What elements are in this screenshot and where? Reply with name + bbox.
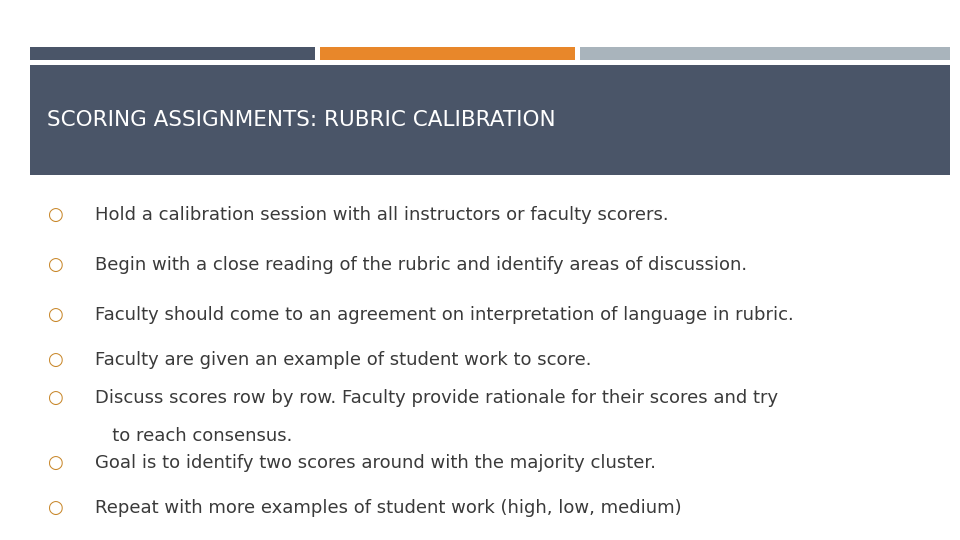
Text: ○: ○ xyxy=(47,306,62,324)
Text: ○: ○ xyxy=(47,499,62,517)
FancyBboxPatch shape xyxy=(30,65,950,175)
Text: Repeat with more examples of student work (high, low, medium): Repeat with more examples of student wor… xyxy=(95,499,682,517)
FancyBboxPatch shape xyxy=(30,47,315,60)
FancyBboxPatch shape xyxy=(580,47,950,60)
Text: ○: ○ xyxy=(47,389,62,407)
Text: ○: ○ xyxy=(47,454,62,472)
Text: Hold a calibration session with all instructors or faculty scorers.: Hold a calibration session with all inst… xyxy=(95,206,668,224)
Text: Faculty should come to an agreement on interpretation of language in rubric.: Faculty should come to an agreement on i… xyxy=(95,306,794,324)
Text: Faculty are given an example of student work to score.: Faculty are given an example of student … xyxy=(95,351,591,369)
Text: ○: ○ xyxy=(47,256,62,274)
Text: to reach consensus.: to reach consensus. xyxy=(95,427,293,445)
FancyBboxPatch shape xyxy=(320,47,575,60)
Text: ○: ○ xyxy=(47,206,62,224)
Text: Begin with a close reading of the rubric and identify areas of discussion.: Begin with a close reading of the rubric… xyxy=(95,256,747,274)
Text: SCORING ASSIGNMENTS: RUBRIC CALIBRATION: SCORING ASSIGNMENTS: RUBRIC CALIBRATION xyxy=(47,110,556,130)
Text: ○: ○ xyxy=(47,351,62,369)
Text: Goal is to identify two scores around with the majority cluster.: Goal is to identify two scores around wi… xyxy=(95,454,656,472)
Text: Discuss scores row by row. Faculty provide rationale for their scores and try: Discuss scores row by row. Faculty provi… xyxy=(95,389,779,407)
